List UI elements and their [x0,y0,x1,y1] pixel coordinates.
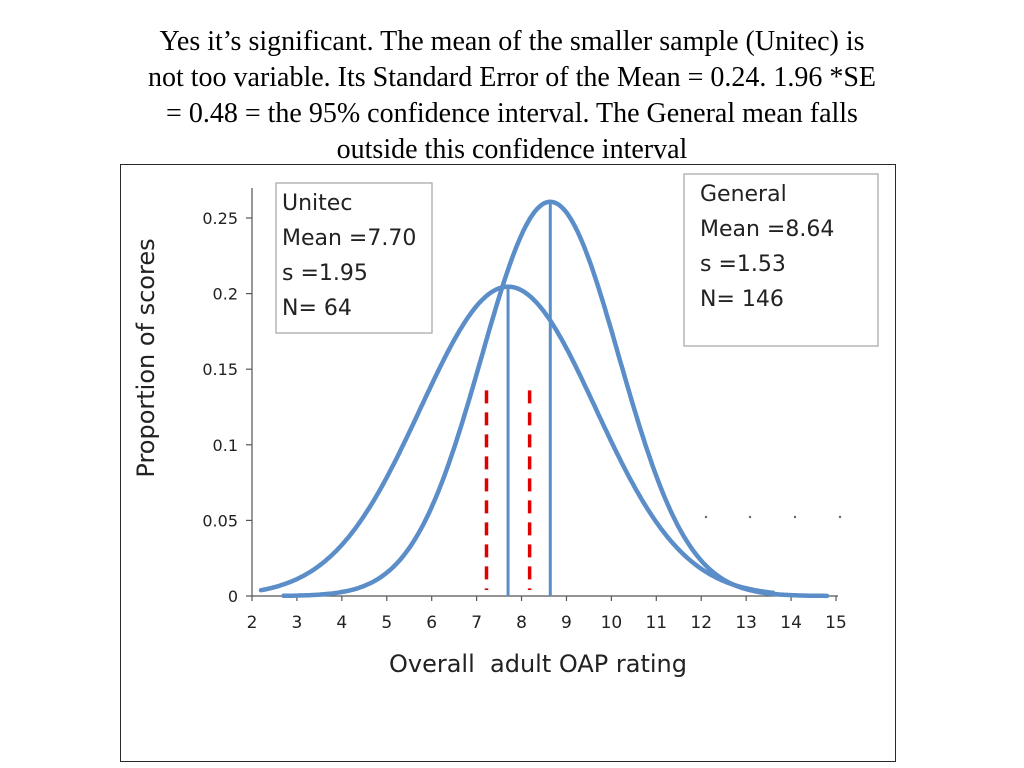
x-tick-label: 9 [561,613,572,633]
caption-line-1: Yes it’s significant. The mean of the sm… [159,26,865,57]
y-axis-label: Proportion of scores [132,238,160,477]
legend-line: N= 146 [700,287,784,312]
stray-dot [704,515,708,519]
y-tick-label: 0.25 [202,209,238,228]
legend-line: General [700,182,787,207]
y-tick-label: 0.1 [213,436,238,455]
x-tick-label: 10 [601,613,623,633]
caption-line-3: = 0.48 = the 95% confidence interval. Th… [166,98,858,129]
legend-line: s =1.53 [700,252,786,277]
caption: Yes it’s significant. The mean of the sm… [40,24,984,168]
y-tick-label: 0.15 [202,360,238,379]
stray-dots [704,515,842,519]
legend-box-unitec: Unitec Mean =7.70 s =1.95 N= 64 [275,182,433,334]
x-tick-label: 13 [735,613,757,633]
x-tick-label: 6 [426,613,437,633]
curves [258,199,830,599]
x-tick-label: 8 [516,613,527,633]
caption-line-4: outside this confidence interval [336,134,688,165]
x-tick-label: 15 [825,613,847,633]
x-axis-label: Overall adult OAP rating [389,650,687,678]
confidence-interval [484,390,532,590]
legend-line: Mean =7.70 [282,226,416,251]
stray-dot [793,515,797,519]
curve-general [281,199,830,599]
stray-dot [748,515,752,519]
legend-line: s =1.95 [282,261,368,286]
y-tick-label: 0.2 [213,285,238,304]
x-tick-label: 4 [336,613,347,633]
legend-box-general: General Mean =8.64 s =1.53 N= 146 [683,173,879,347]
legends: Unitec Mean =7.70 s =1.95 N= 64 General Mean … [275,173,879,347]
caption-line-2: not too variable. Its Standard Error of … [147,62,877,93]
y-tick-label: 0.05 [202,511,238,530]
x-tick-label: 12 [690,613,712,633]
y-tick-label: 0 [228,587,238,606]
axes: 0 0.05 0.1 0.15 0.2 0.25 2 3 4 5 6 7 8 9 10 11 12 13 14 15 [202,188,847,633]
legend-frame [683,173,879,347]
legend-line: N= 64 [282,296,352,321]
x-tick-label: 3 [292,613,303,633]
x-tick-label: 7 [471,613,482,633]
curve-unitec [258,284,776,596]
legend-line: Unitec [282,191,352,216]
legend-line: Mean =8.64 [700,217,834,242]
x-tick-label: 5 [381,613,392,633]
x-tick-label: 2 [247,613,258,633]
mean-lines [506,201,552,596]
legend-frame [275,182,433,334]
stray-dot [838,515,842,519]
x-tick-label: 14 [780,613,802,633]
x-tick-label: 11 [645,613,667,633]
